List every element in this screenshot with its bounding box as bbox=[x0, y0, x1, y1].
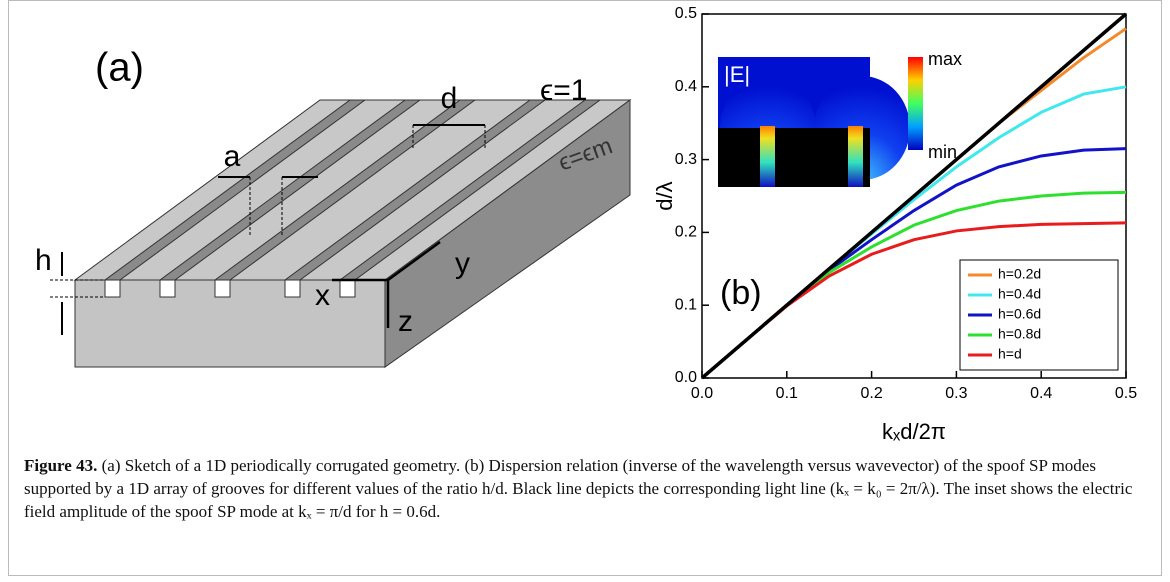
legend-label: h=0.2d bbox=[998, 266, 1041, 282]
caption: Figure 43. (a) Sketch of a 1D periodical… bbox=[24, 454, 1134, 523]
x-tick-label: 0.3 bbox=[945, 385, 967, 402]
legend-label: h=d bbox=[998, 346, 1022, 362]
legend-label: h=0.4d bbox=[998, 286, 1041, 302]
period-label: d bbox=[441, 82, 458, 115]
y-tick-label: 0.4 bbox=[675, 78, 697, 95]
plot-frame bbox=[701, 13, 1127, 379]
y-axis-label: d/λ bbox=[652, 181, 677, 210]
sketch-annotations bbox=[50, 124, 486, 335]
field-inset bbox=[718, 57, 923, 187]
axis-y-label: y bbox=[455, 247, 470, 280]
corrugated-sketch bbox=[73, 99, 632, 368]
depth-label: h bbox=[35, 244, 52, 277]
x-axis-label: kₓd/2π bbox=[882, 419, 946, 444]
width-label: a bbox=[224, 140, 241, 173]
axis-z-label: z bbox=[398, 305, 413, 338]
caption-text: (a) Sketch of a 1D periodically corrugat… bbox=[24, 456, 1133, 521]
caption-label: Figure 43. bbox=[24, 456, 98, 475]
panel-label: (a) bbox=[95, 46, 144, 90]
dispersion-chart: 0.0 0.1 0.2 0.3 0.4 0.5 0.0 0.1 0.2 0.3 0.4 0.5 kₓd/… bbox=[652, 5, 1137, 444]
x-tick-label: 0.5 bbox=[1115, 385, 1137, 402]
legend-label: h=0.6d bbox=[998, 306, 1041, 322]
inset-title: |E| bbox=[724, 62, 750, 87]
y-tick-label: 0.5 bbox=[675, 5, 697, 22]
legend-label: h=0.8d bbox=[998, 326, 1041, 342]
y-tick-label: 0.1 bbox=[675, 296, 697, 313]
x-tick-label: 0.0 bbox=[691, 385, 713, 402]
figure-frame bbox=[8, 0, 1162, 576]
panel-label: (b) bbox=[720, 274, 762, 312]
figure: (a) d a ϵ=1 ϵ=ϵm h x y z 0.0 0.1 0.2 0.3 0.4… bbox=[35, 5, 1137, 444]
y-tick-label: 0.2 bbox=[675, 224, 697, 241]
x-tick-label: 0.2 bbox=[860, 385, 882, 402]
epsilon-top: ϵ=1 bbox=[540, 74, 587, 107]
colorbar-max: max bbox=[928, 49, 962, 69]
y-tick-label: 0.0 bbox=[675, 369, 697, 386]
series-line bbox=[700, 12, 1128, 380]
axis-x-label: x bbox=[315, 279, 330, 312]
y-tick-label: 0.3 bbox=[675, 151, 697, 168]
x-tick-label: 0.4 bbox=[1030, 385, 1052, 402]
colorbar-min: min bbox=[928, 142, 957, 162]
x-tick-label: 0.1 bbox=[776, 385, 798, 402]
